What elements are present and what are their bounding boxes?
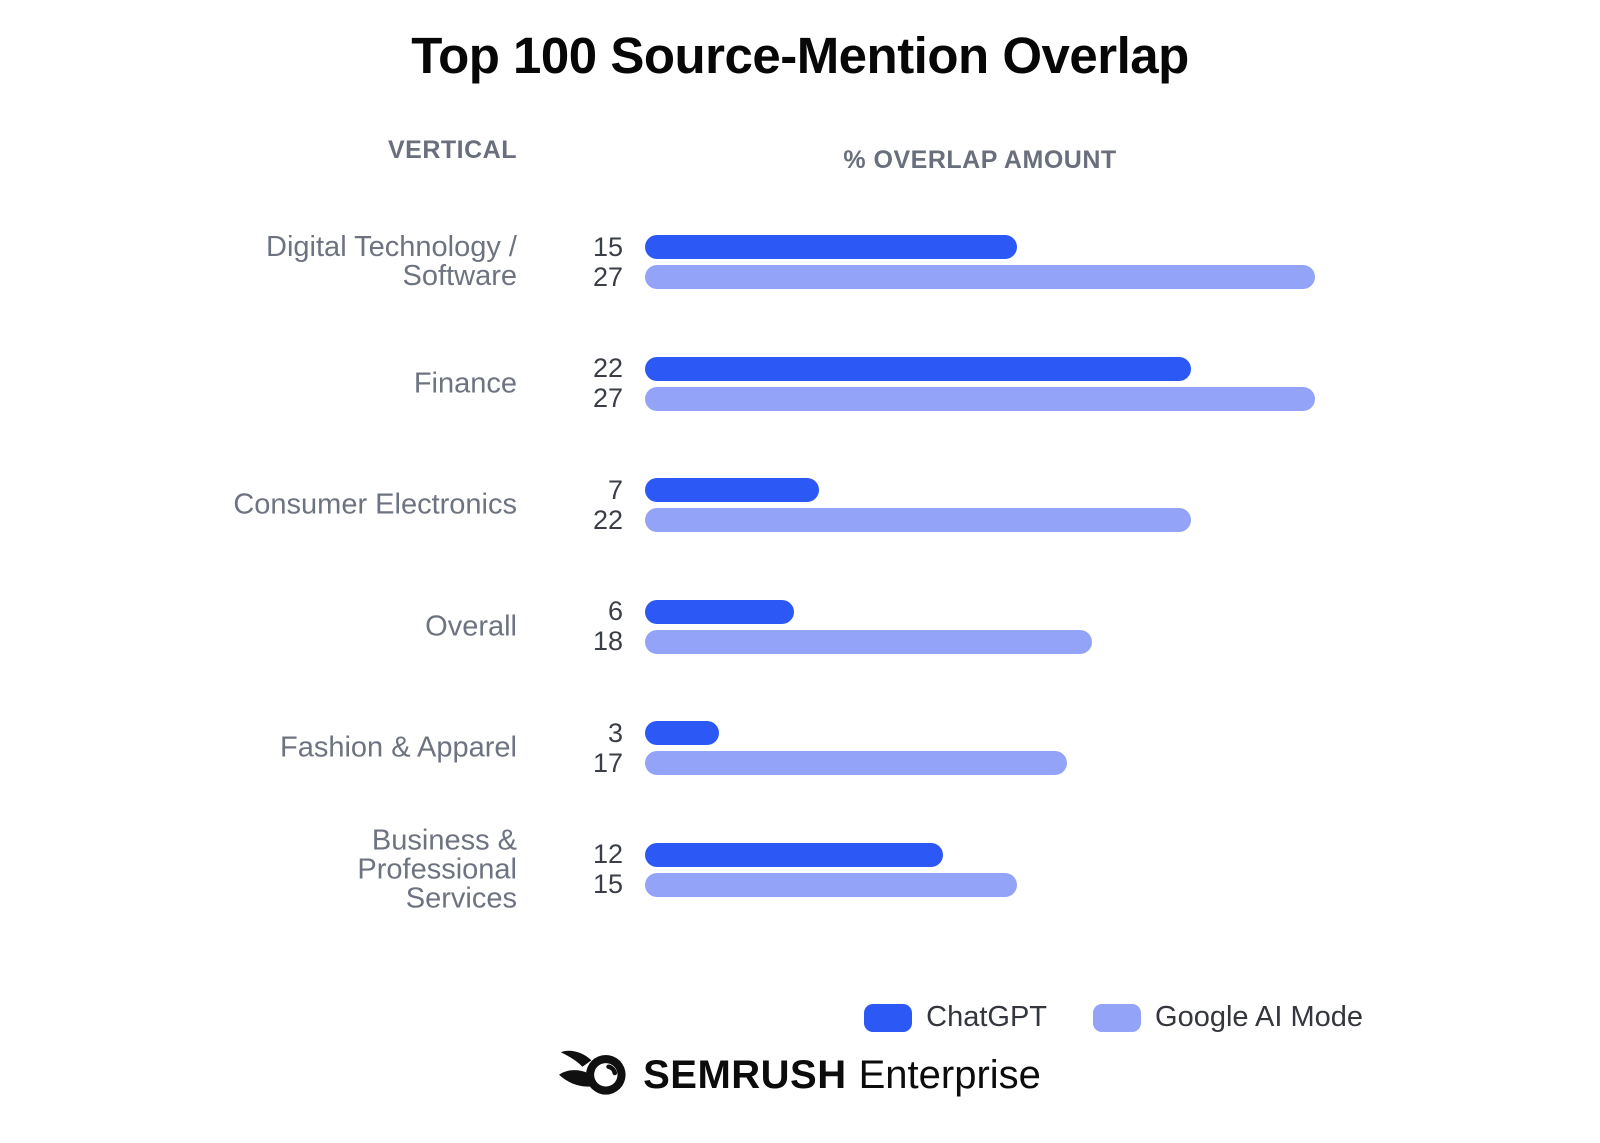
- brand-name: SEMRUSH: [643, 1053, 847, 1097]
- bar-pair: 6 18: [583, 596, 1092, 656]
- legend-label: ChatGPT: [926, 1001, 1048, 1033]
- bar-value-label: 18: [592, 626, 623, 656]
- bar-line-chatgpt: 15: [583, 232, 1315, 262]
- bar-group: Consumer Electronics 7 22: [0, 444, 1600, 566]
- google-ai-mode-bar: [645, 751, 1067, 775]
- bar-pair: 7 22: [583, 475, 1191, 535]
- bar-line-chatgpt: 7: [583, 475, 1191, 505]
- bar-line-chatgpt: 3: [583, 718, 1067, 748]
- bar-value-label: 27: [592, 383, 623, 413]
- semrush-comet-icon: [559, 1046, 631, 1105]
- category-label: Business & Professional Services: [357, 824, 517, 914]
- google-ai-mode-bar: [645, 872, 1017, 897]
- chart-title: Top 100 Source-Mention Overlap: [411, 27, 1189, 84]
- chatgpt-bar: [645, 356, 1191, 381]
- bar-group: Fashion & Apparel 3 17: [0, 687, 1600, 809]
- category-label: Overall: [425, 610, 517, 642]
- bar-line-google-ai-mode: 22: [583, 505, 1191, 535]
- bar-line-google-ai-mode: 18: [583, 626, 1092, 656]
- bar-group: Business & Professional Services 12 15: [0, 809, 1600, 931]
- bar-line-google-ai-mode: 15: [583, 869, 1017, 899]
- chatgpt-swatch-icon: [864, 1003, 913, 1032]
- chatgpt-bar: [645, 721, 719, 745]
- bar-value-label: 15: [592, 869, 623, 899]
- legend-item-google-ai-mode: Google AI Mode: [1093, 1001, 1363, 1034]
- google-ai-mode-bar: [645, 629, 1092, 654]
- brand-suffix: Enterprise: [858, 1053, 1041, 1097]
- column-header-overlap-amount: % OVERLAP AMOUNT: [843, 146, 1117, 174]
- bar-pair: 22 27: [583, 353, 1315, 413]
- chatgpt-bar: [645, 599, 794, 624]
- google-ai-mode-bar: [645, 508, 1191, 532]
- category-label: Fashion & Apparel: [280, 731, 517, 764]
- bar-group: Digital Technology / Software 15 27: [0, 201, 1600, 323]
- bar-pair: 12 15: [583, 839, 1017, 899]
- bar-line-chatgpt: 6: [583, 596, 1092, 626]
- google-ai-mode-bar: [645, 265, 1315, 289]
- footer-logo: SEMRUSH Enterprise: [0, 1046, 1600, 1105]
- google-ai-mode-bar: [645, 386, 1315, 411]
- legend-label: Google AI Mode: [1155, 1001, 1363, 1033]
- bar-group: Overall 6 18: [0, 566, 1600, 688]
- google-ai-mode-swatch-icon: [1093, 1003, 1142, 1032]
- bar-line-google-ai-mode: 17: [583, 748, 1067, 778]
- bar-group: Finance 22 27: [0, 323, 1600, 445]
- bar-pair: 3 17: [583, 718, 1067, 778]
- bar-pair: 15 27: [583, 232, 1315, 292]
- bar-value-label: 17: [592, 747, 623, 778]
- legend: ChatGPT Google AI Mode: [864, 1001, 1363, 1034]
- chatgpt-bar: [645, 842, 943, 867]
- bar-value-label: 22: [592, 353, 623, 383]
- bar-value-label: 6: [607, 596, 623, 626]
- column-header-vertical: VERTICAL: [388, 136, 517, 164]
- bar-line-chatgpt: 22: [583, 353, 1315, 383]
- bar-value-label: 7: [607, 474, 623, 505]
- bar-line-google-ai-mode: 27: [583, 262, 1315, 292]
- bar-line-google-ai-mode: 27: [583, 383, 1315, 413]
- category-label: Digital Technology / Software: [266, 231, 517, 292]
- bar-value-label: 12: [592, 839, 623, 869]
- bar-line-chatgpt: 12: [583, 839, 1017, 869]
- bar-value-label: 15: [592, 231, 623, 262]
- category-label: Finance: [413, 367, 517, 399]
- bar-value-label: 3: [607, 717, 623, 748]
- chatgpt-bar: [645, 478, 819, 502]
- chatgpt-bar: [645, 235, 1017, 259]
- legend-item-chatgpt: ChatGPT: [864, 1001, 1047, 1034]
- bar-value-label: 27: [592, 261, 623, 292]
- bar-value-label: 22: [592, 504, 623, 535]
- category-label: Consumer Electronics: [233, 488, 517, 521]
